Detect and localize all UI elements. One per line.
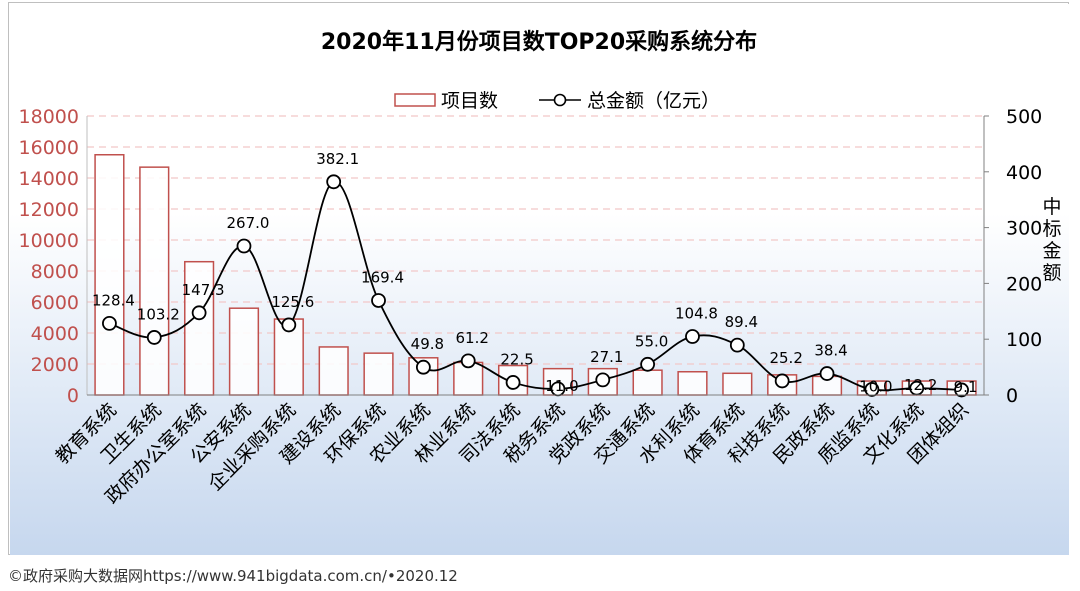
line-point-9 (460, 353, 476, 369)
bar-3 (184, 260, 215, 396)
chart-title: 2020年11月份项目数TOP20采购系统分布 (321, 29, 757, 55)
right-tick-label: 100 (1006, 329, 1042, 351)
amount-data-label: 38.4 (814, 342, 847, 360)
bar-7 (363, 352, 394, 396)
right-tick-label: 400 (1006, 162, 1042, 184)
amount-data-label: 169.4 (361, 268, 404, 286)
left-tick-label: 4000 (31, 323, 79, 345)
amount-data-label: 55.0 (635, 332, 668, 350)
legend-bar-label: 项目数 (441, 90, 498, 112)
bar-14 (677, 371, 708, 396)
line-point-3 (191, 305, 207, 321)
line-point-8 (415, 359, 431, 375)
bar-6 (318, 346, 349, 396)
amount-data-label: 9.1 (954, 378, 978, 396)
right-tick-label: 300 (1006, 218, 1042, 240)
line-point-2 (146, 330, 162, 345)
amount-data-label: 104.8 (675, 305, 718, 323)
amount-data-label: 125.6 (271, 293, 314, 311)
amount-data-label: 128.4 (92, 291, 135, 309)
line-point-20 (954, 382, 969, 398)
bar-4 (228, 307, 260, 396)
left-tick-label: 8000 (31, 261, 79, 283)
amount-data-label: 10.0 (859, 377, 892, 395)
bar-2 (139, 166, 170, 396)
left-tick-label: 0 (67, 385, 79, 407)
amount-data-label: 27.1 (590, 348, 623, 366)
line-point-10 (505, 375, 521, 390)
left-tick-label: 14000 (19, 168, 79, 190)
amount-data-label: 49.8 (411, 335, 444, 353)
chart-svg: 2020年11月份项目数TOP20采购系统分布 项目数 总金额（亿元） 128.… (10, 4, 1069, 555)
line-layer (102, 174, 969, 398)
legend-bar-swatch (394, 93, 436, 107)
bar-1 (94, 154, 125, 396)
line-point-17 (819, 366, 835, 381)
line-point-7 (371, 293, 386, 308)
amount-data-label: 61.2 (456, 329, 489, 347)
legend-line-label: 总金额（亿元） (587, 90, 720, 112)
right-axis-title: 中标金额 (1042, 196, 1061, 284)
amount-data-label: 382.1 (316, 150, 359, 168)
line-point-16 (774, 373, 790, 389)
left-tick-label: 2000 (31, 354, 79, 376)
line-point-14 (685, 329, 700, 344)
line-point-15 (729, 337, 745, 353)
bar-15 (722, 372, 753, 396)
left-tick-label: 6000 (31, 292, 79, 314)
footer-credit: ©政府采购大数据网https://www.941bigdata.com.cn/•… (8, 567, 458, 585)
line-point-6 (326, 174, 342, 190)
amount-data-label: 89.4 (725, 313, 758, 331)
line-point-13 (640, 356, 656, 372)
legend-line-marker (553, 93, 567, 107)
line-point-12 (595, 372, 611, 388)
amount-data-label: 147.3 (182, 281, 225, 299)
line-point-5 (281, 317, 297, 333)
amount-data-label: 22.5 (500, 350, 533, 368)
legend: 项目数 总金额（亿元） (394, 90, 720, 112)
bar-13 (632, 369, 663, 396)
amount-data-label: 103.2 (137, 305, 180, 323)
amount-line (109, 180, 962, 392)
amount-data-label: 267.0 (226, 214, 269, 232)
left-tick-label: 12000 (19, 199, 79, 221)
line-point-4 (236, 238, 252, 254)
line-point-1 (102, 315, 117, 331)
right-tick-label: 200 (1006, 273, 1042, 295)
chart-frame: 2020年11月份项目数TOP20采购系统分布 项目数 总金额（亿元） 128.… (8, 2, 1069, 555)
left-tick-label: 10000 (19, 230, 79, 252)
right-tick-label: 0 (1006, 385, 1018, 407)
right-tick-label: 500 (1006, 106, 1042, 128)
line-point-18 (864, 382, 880, 397)
amount-data-label: 25.2 (769, 349, 802, 367)
left-tick-label: 16000 (19, 137, 79, 159)
amount-data-label: 11.0 (545, 377, 578, 395)
left-tick-label: 18000 (19, 106, 79, 128)
amount-data-label: 12.2 (904, 376, 937, 394)
